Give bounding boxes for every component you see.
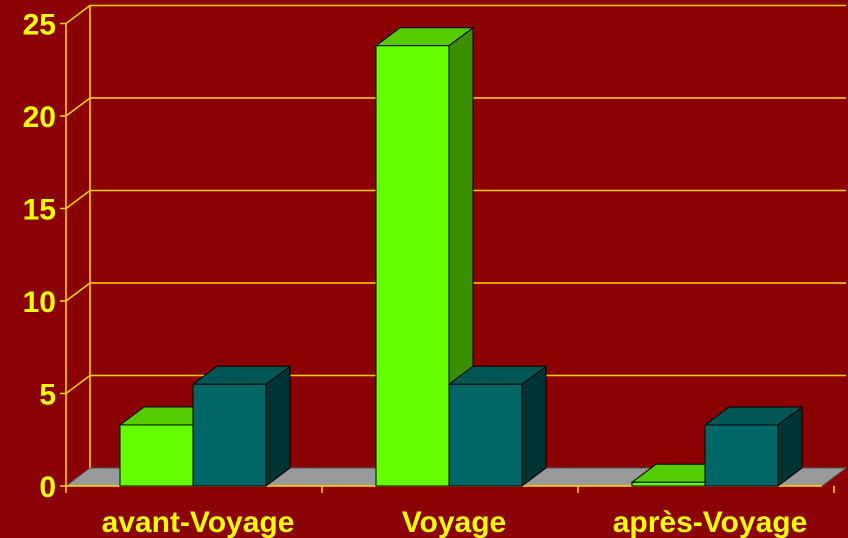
- bar-front: [448, 383, 523, 487]
- bar-front: [704, 424, 779, 487]
- gridline-side: [65, 374, 91, 395]
- y-tick-label: 10: [23, 286, 56, 319]
- bar-front: [631, 481, 706, 487]
- x-category-label: Voyage: [402, 506, 507, 538]
- gridline-side: [65, 4, 91, 25]
- gridline-side: [65, 97, 91, 117]
- bar: [191, 365, 292, 487]
- x-category-label: avant-Voyage: [102, 506, 295, 538]
- y-tick-label: 20: [23, 101, 56, 134]
- x-axis-category-labels: avant-Voyage Voyage après-Voyage: [102, 506, 808, 538]
- y-tick-label: 25: [23, 9, 56, 42]
- y-tick-label: 0: [39, 471, 56, 504]
- x-category-label: après-Voyage: [613, 506, 808, 538]
- gridline-side: [65, 189, 91, 210]
- bar-front: [192, 383, 267, 487]
- bar-front: [119, 424, 194, 487]
- bar: [447, 365, 548, 487]
- y-tick-label: 15: [23, 194, 56, 227]
- bars: [118, 26, 804, 487]
- bar-side: [265, 365, 291, 487]
- y-axis-tick-labels: 0 5 10 15 20 25: [23, 9, 56, 505]
- y-tick-label: 5: [39, 379, 56, 412]
- bar: [703, 405, 804, 487]
- gridline-side: [65, 282, 91, 302]
- bar-side: [521, 365, 547, 487]
- bar-front: [375, 45, 450, 487]
